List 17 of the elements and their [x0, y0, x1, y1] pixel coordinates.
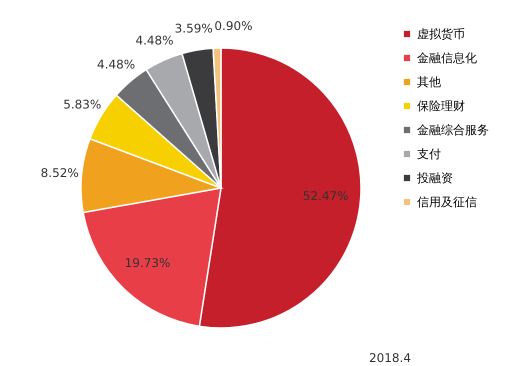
legend-label: 其他 — [417, 75, 441, 89]
data-label: 3.59% — [174, 21, 213, 36]
text: 2018.4 — [369, 351, 411, 365]
data-label: 4.48% — [97, 58, 136, 72]
legend-label: 金融综合服务 — [417, 123, 489, 137]
legend-label: 投融资 — [416, 171, 453, 185]
data-label: 4.48% — [135, 33, 174, 48]
data-label: 8.52% — [40, 166, 79, 180]
data-label: 5.83% — [63, 97, 102, 112]
legend-label: 虚拟货币 — [417, 27, 465, 41]
legend-label: 支付 — [417, 147, 441, 161]
legend-label: 保险理财 — [417, 99, 465, 113]
legend-label: 信用及征信 — [417, 195, 477, 209]
data-label: 19.73% — [124, 256, 170, 270]
data-label: 0.90% — [214, 19, 253, 34]
data-label: 52.47% — [302, 189, 349, 204]
legend-label: 金融信息化 — [417, 51, 477, 65]
